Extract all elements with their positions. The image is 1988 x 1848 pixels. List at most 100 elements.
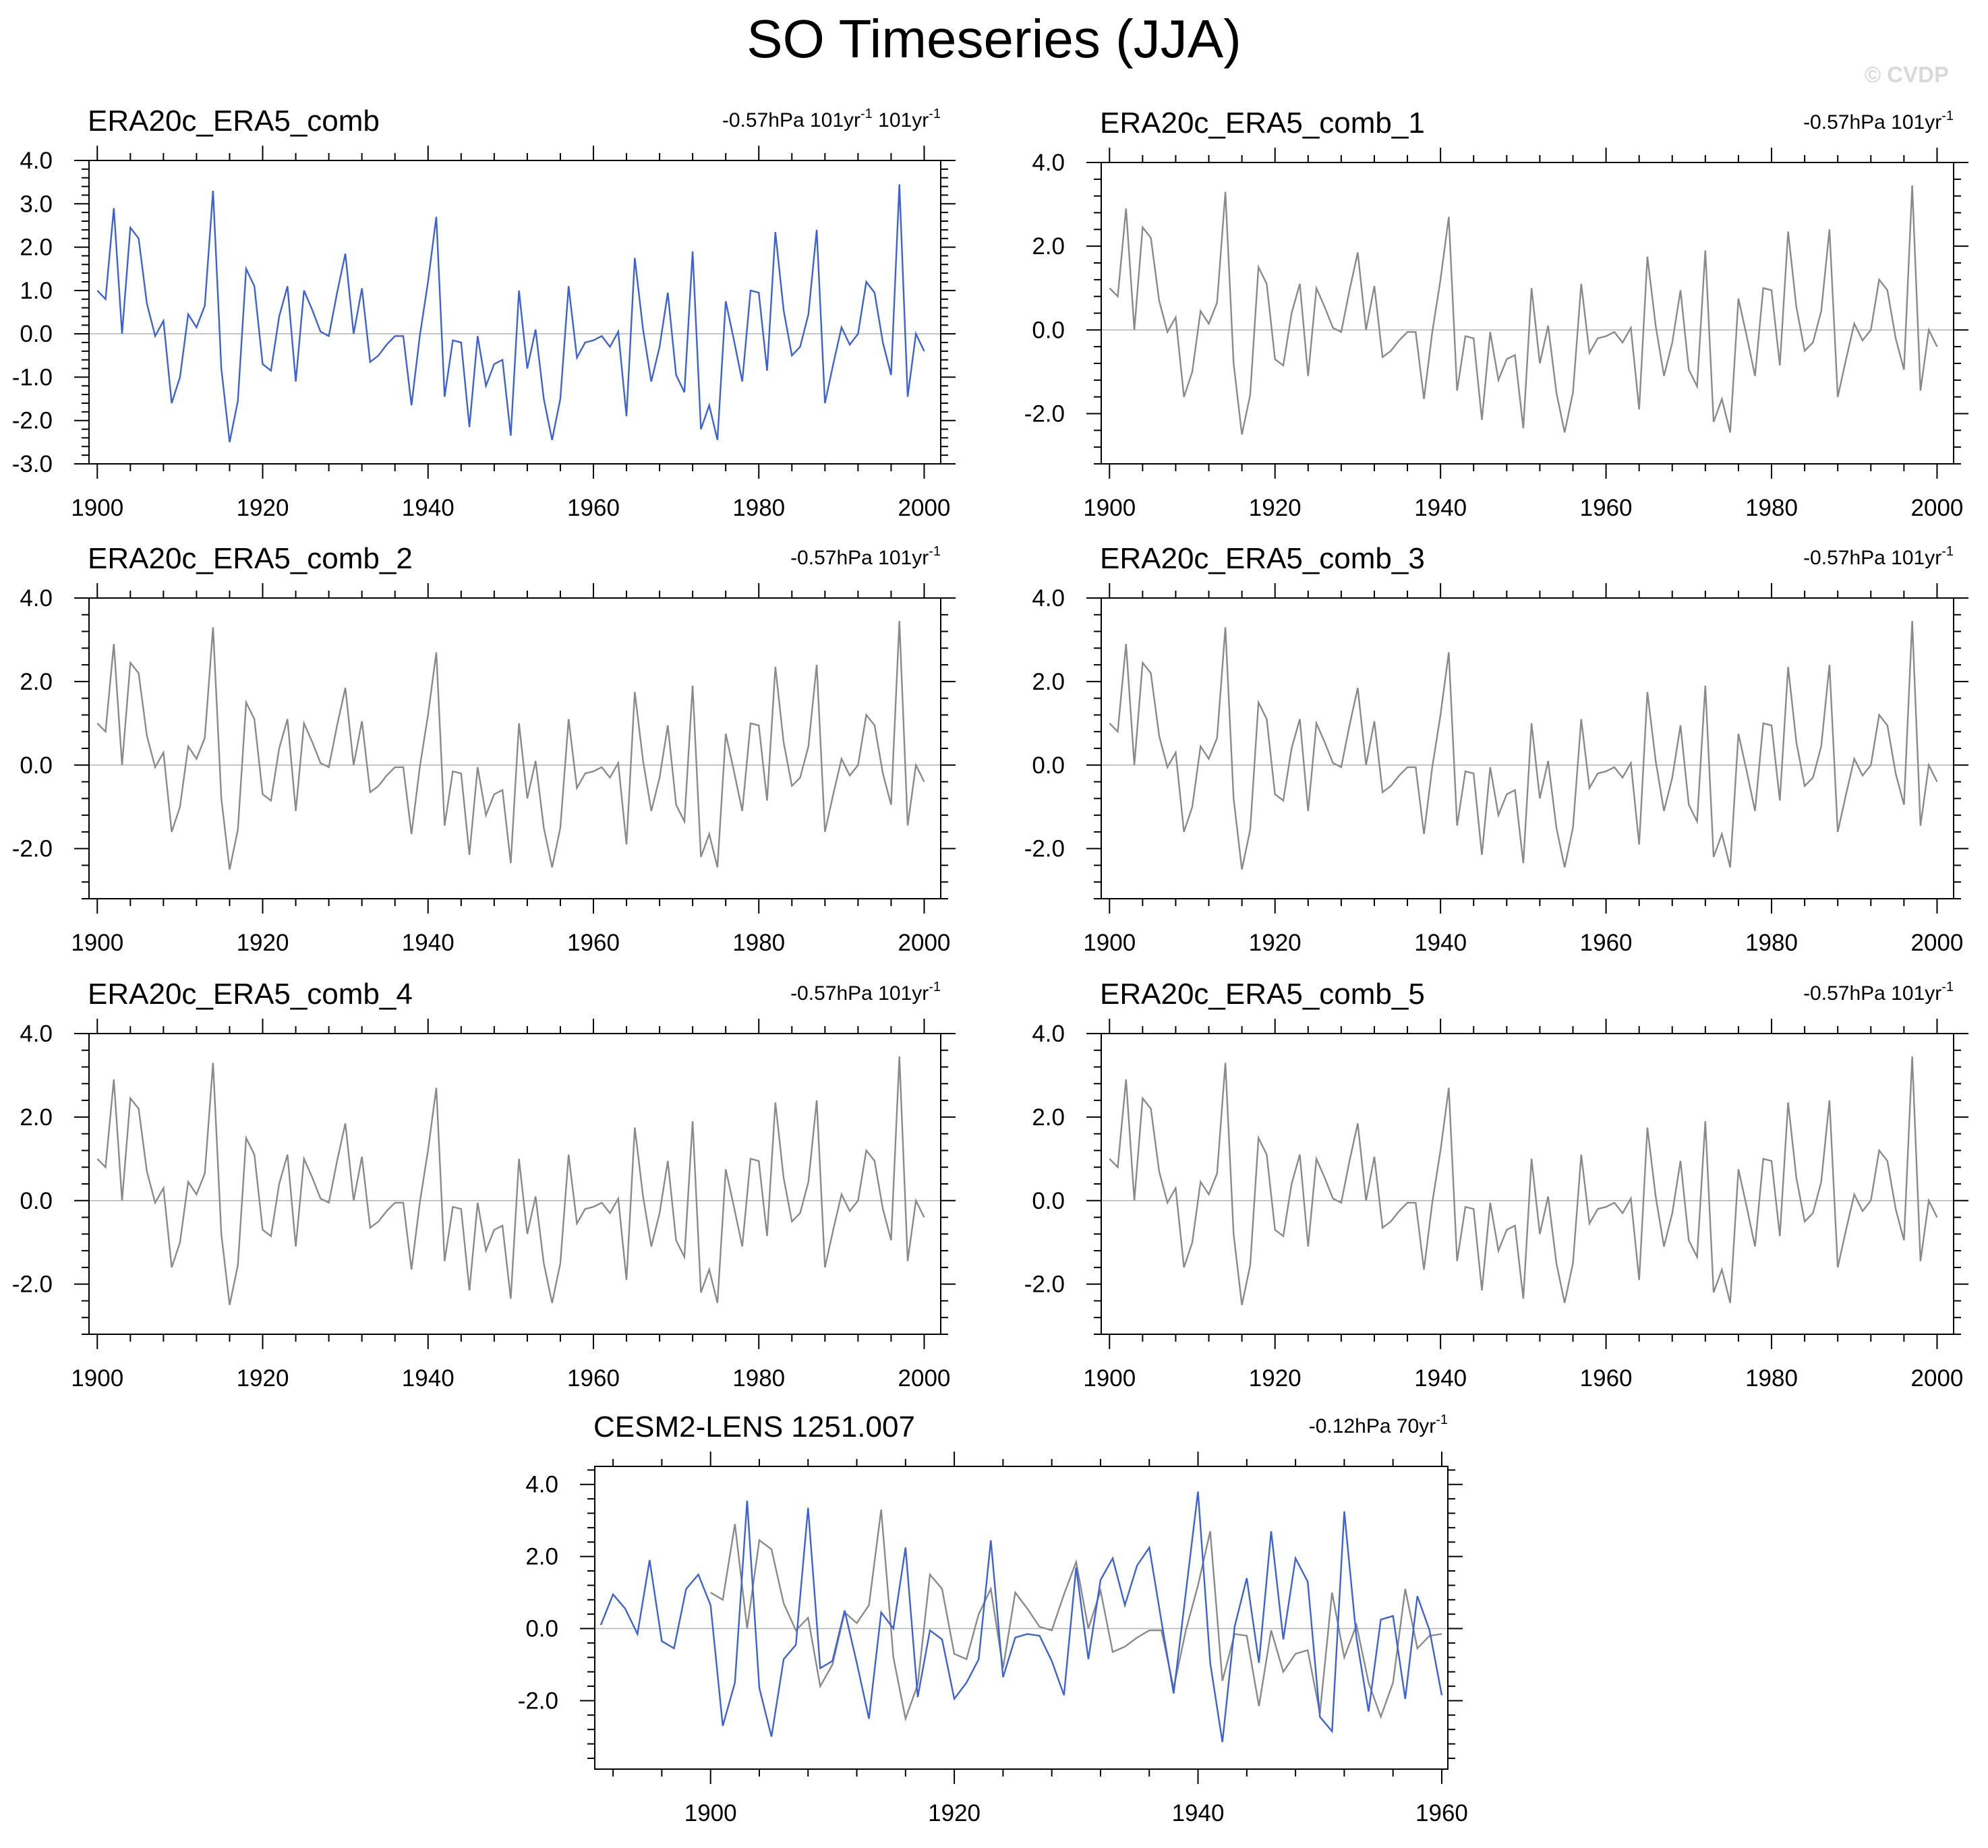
plot-frame — [1101, 597, 1954, 899]
y-tick-label: -2.0 — [12, 1272, 53, 1298]
x-tick-label: 1980 — [1745, 930, 1798, 956]
y-tick-label: 0.0 — [1032, 317, 1065, 343]
chart-panel-4: 1900 1920 1940 1960 1980 2000 -2.0 0.0 2.0 4.0 ERA… — [1024, 542, 1968, 956]
x-tick-label: 1920 — [237, 1365, 289, 1392]
y-tick-label: 4.0 — [1032, 585, 1065, 612]
x-tick-label: 1960 — [1580, 1365, 1633, 1392]
x-tick-label: 1900 — [71, 495, 123, 521]
x-tick-label: 2000 — [898, 495, 951, 521]
y-tick-label: 4.0 — [1032, 150, 1065, 176]
y-tick-label: 3.0 — [20, 191, 53, 217]
x-tick-label: 1980 — [1745, 495, 1798, 521]
trend-label: -0.57hPa 101yr-1 — [790, 980, 941, 1005]
y-tick-label: 2.0 — [20, 235, 53, 261]
plot-frame — [88, 1033, 941, 1335]
x-tick-label: 1940 — [1414, 495, 1467, 521]
x-tick-label: 1960 — [567, 930, 620, 956]
x-tick-label: 1980 — [732, 495, 785, 521]
y-tick-label: -3.0 — [12, 451, 53, 477]
x-tick-label: 2000 — [898, 1365, 951, 1392]
y-tick-label: 0.0 — [1032, 752, 1065, 779]
x-tick-label: 2000 — [898, 930, 951, 956]
y-tick-label: -2.0 — [1024, 836, 1065, 862]
y-tick-label: 4.0 — [20, 585, 53, 612]
panel-title: ERA20c_ERA5_comb_1 — [1100, 107, 1425, 140]
x-tick-label: 1900 — [1083, 1365, 1136, 1392]
figure-title: SO Timeseries (JJA) — [747, 9, 1241, 69]
trend-label: -0.57hPa 101yr-1 — [1803, 980, 1954, 1005]
panel-title: ERA20c_ERA5_comb_5 — [1100, 978, 1425, 1011]
y-tick-label: 2.0 — [20, 669, 53, 695]
panel-title: ERA20c_ERA5_comb_3 — [1100, 542, 1425, 575]
trend-label: -0.57hPa 101yr-1 — [790, 544, 941, 569]
series-line-1 — [96, 621, 925, 870]
plot-frame — [1101, 162, 1954, 465]
x-tick-label: 1980 — [1745, 1365, 1798, 1392]
plot-frame — [88, 597, 941, 899]
chart-panel-1: 1900 1920 1940 1960 1980 2000 -3.0 -2.0 -1.0 0.0 1… — [12, 105, 956, 521]
watermark: © CVDP — [1864, 62, 1949, 87]
y-tick-label: 0.0 — [20, 321, 53, 347]
trend-label: -0.57hPa 101yr-1 — [1803, 544, 1954, 569]
y-tick-label: -2.0 — [518, 1688, 558, 1714]
panel-title: CESM2-LENS 1251.007 — [593, 1410, 915, 1443]
y-tick-label: 4.0 — [1032, 1021, 1065, 1047]
series-line-1 — [96, 184, 925, 443]
series-line-1 — [96, 1056, 925, 1305]
x-tick-label: 1960 — [567, 495, 620, 521]
x-tick-label: 1940 — [1414, 1365, 1467, 1392]
x-tick-label: 1960 — [1580, 495, 1633, 521]
y-tick-label: 1.0 — [20, 278, 53, 304]
chart-panel-5: 1900 1920 1940 1960 1980 2000 -2.0 0.0 2.0 4.0 ERA… — [12, 978, 956, 1392]
y-tick-label: 2.0 — [1032, 1104, 1065, 1131]
y-tick-label: 4.0 — [20, 148, 53, 174]
x-tick-label: 1940 — [1172, 1800, 1225, 1826]
plot-frame — [88, 160, 941, 465]
x-tick-label: 1920 — [237, 495, 289, 521]
trend-label: -0.57hPa 101yr-1 101yr-1 — [722, 107, 941, 131]
chart-panel-7: 1900 1920 1940 1960 -2.0 0.0 2.0 4.0 CESM2-LENS … — [518, 1410, 1468, 1826]
y-tick-label: 4.0 — [525, 1472, 558, 1498]
x-tick-label: 1900 — [1083, 930, 1136, 956]
series-line-1 — [1109, 1056, 1938, 1305]
x-tick-label: 1920 — [1249, 1365, 1302, 1392]
x-tick-label: 2000 — [1911, 930, 1964, 956]
series-line-1 — [1109, 185, 1938, 435]
x-tick-label: 1920 — [1249, 930, 1302, 956]
x-tick-label: 1940 — [402, 1365, 455, 1392]
x-tick-label: 1900 — [684, 1800, 737, 1826]
y-tick-label: -2.0 — [12, 836, 53, 862]
x-tick-label: 2000 — [1911, 1365, 1964, 1392]
y-tick-label: 0.0 — [1032, 1188, 1065, 1214]
y-tick-label: 0.0 — [20, 752, 53, 779]
x-tick-label: 1980 — [732, 1365, 785, 1392]
x-tick-label: 1940 — [402, 930, 455, 956]
plot-frame — [1101, 1033, 1954, 1335]
trend-label: -0.57hPa 101yr-1 — [1803, 109, 1954, 133]
panel-title: ERA20c_ERA5_comb — [88, 105, 380, 138]
series-line-2 — [600, 1491, 1443, 1743]
y-tick-label: -2.0 — [12, 408, 53, 434]
x-tick-label: 1920 — [1249, 495, 1302, 521]
y-tick-label: 2.0 — [525, 1544, 558, 1570]
x-tick-label: 1960 — [1580, 930, 1633, 956]
x-tick-label: 1960 — [567, 1365, 620, 1392]
y-tick-label: 2.0 — [1032, 669, 1065, 695]
chart-panel-6: 1900 1920 1940 1960 1980 2000 -2.0 0.0 2.0 4.0 ERA… — [1024, 978, 1968, 1392]
y-tick-label: -2.0 — [1024, 1272, 1065, 1298]
x-tick-label: 1900 — [1083, 495, 1136, 521]
panel-title: ERA20c_ERA5_comb_2 — [88, 542, 413, 575]
x-tick-label: 1940 — [1414, 930, 1467, 956]
x-tick-label: 2000 — [1911, 495, 1964, 521]
trend-label: -0.12hPa 70yr-1 — [1309, 1412, 1448, 1437]
y-tick-label: 4.0 — [20, 1021, 53, 1047]
y-tick-label: 0.0 — [525, 1616, 558, 1642]
series-line-1 — [710, 1509, 1442, 1722]
panel-title: ERA20c_ERA5_comb_4 — [88, 978, 413, 1011]
y-tick-label: 0.0 — [20, 1188, 53, 1214]
y-tick-label: 2.0 — [20, 1104, 53, 1131]
plot-frame — [594, 1466, 1449, 1770]
x-tick-label: 1900 — [71, 930, 123, 956]
y-tick-label: -1.0 — [12, 364, 53, 390]
